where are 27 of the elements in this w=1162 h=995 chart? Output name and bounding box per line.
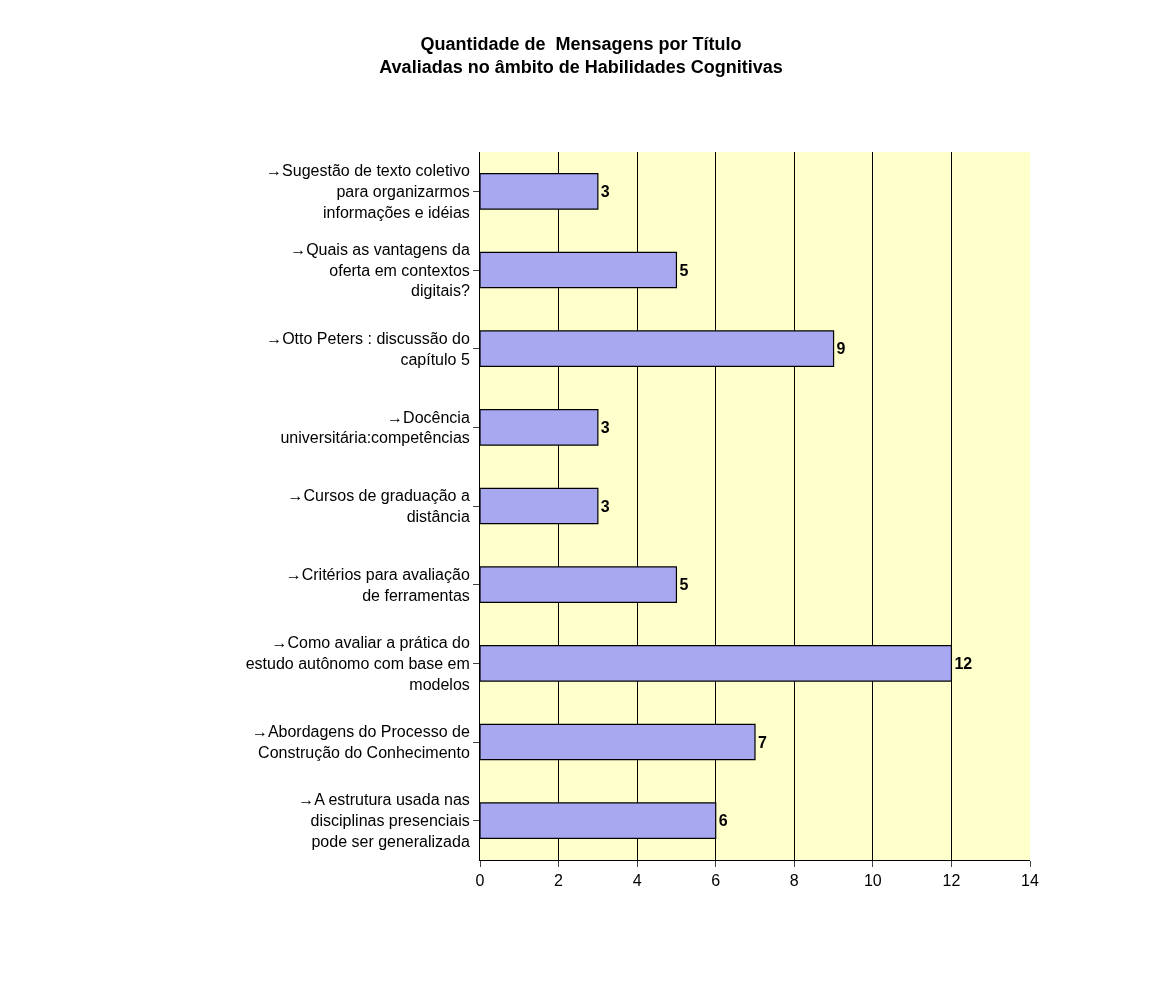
y-tick-label: →Abordagens do Processo de Construção do Conhecimento xyxy=(251,723,470,761)
data-label: 12 xyxy=(954,654,973,672)
y-tick-label: →Docência universitária:competências xyxy=(280,408,470,447)
x-tick-label: 4 xyxy=(632,872,642,890)
data-label: 3 xyxy=(600,182,610,200)
chart-title: Quantidade de Mensagens por Título Avaliadas no âmbito de Habilidades Cognitivas xyxy=(379,33,783,78)
y-tick-label: →Sugestão de texto coletivo para organizarmos informações e idéias xyxy=(266,162,470,221)
data-label: 3 xyxy=(600,418,610,436)
y-tick-label: →Como avaliar a prática do estudo autônomo com base em modelos xyxy=(245,634,470,693)
data-label: 5 xyxy=(679,576,689,594)
data-label: 3 xyxy=(600,497,610,515)
x-tick-label: 2 xyxy=(554,872,564,890)
data-label: 6 xyxy=(718,812,728,830)
data-label: 9 xyxy=(836,340,846,358)
x-tick-label: 10 xyxy=(863,872,882,890)
y-tick-label: →Otto Peters : discussão do capítulo 5 xyxy=(266,329,470,368)
x-tick-label: 0 xyxy=(475,872,485,890)
x-tick-label: 8 xyxy=(789,872,799,890)
data-label: 5 xyxy=(679,261,689,279)
x-tick-label: 6 xyxy=(711,872,721,890)
y-tick-label: →Critérios para avaliação de ferramentas xyxy=(285,565,470,604)
x-tick-label: 12 xyxy=(942,872,961,890)
data-label: 7 xyxy=(758,733,767,751)
x-tick-label: 14 xyxy=(1021,872,1039,890)
y-tick-label: →Quais as vantagens da oferta em contextos digitais? xyxy=(290,240,470,300)
y-tick-label: →A estrutura usada nas disciplinas presenciais pode ser generalizada xyxy=(298,791,470,851)
y-tick-label: →Cursos de graduação a distância xyxy=(287,487,470,525)
